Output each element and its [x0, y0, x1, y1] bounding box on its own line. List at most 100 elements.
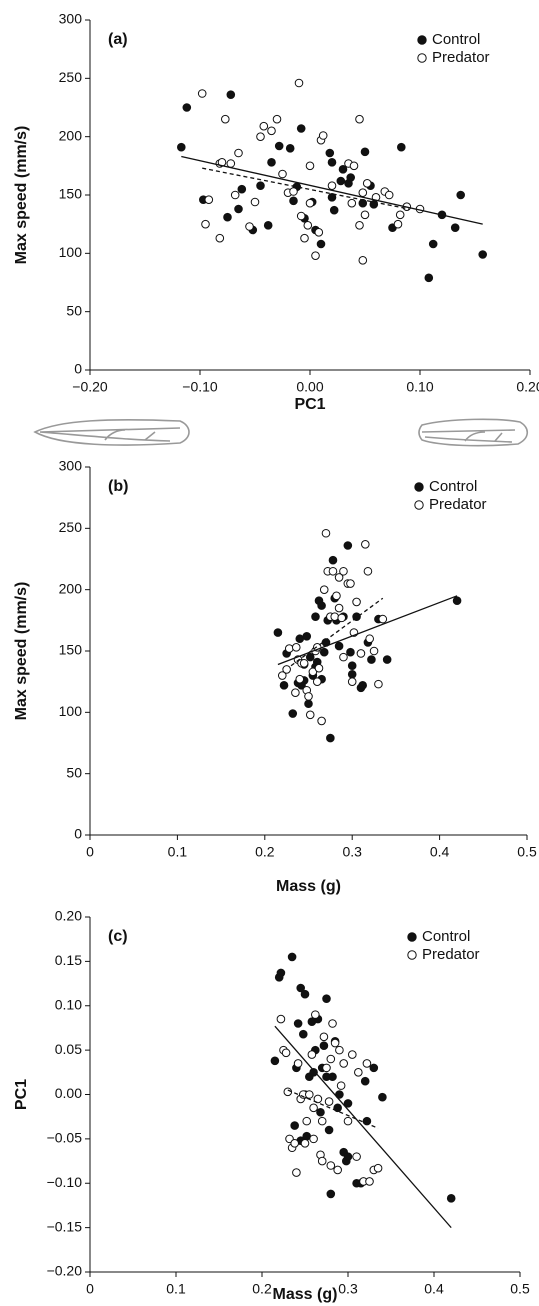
point: [300, 989, 310, 999]
x-tick-label: 0.1: [166, 1281, 186, 1297]
point: [327, 193, 337, 202]
point: [360, 210, 370, 220]
point: [318, 131, 328, 140]
point: [282, 665, 291, 674]
legend-marker: [417, 53, 427, 63]
point: [273, 628, 283, 637]
panel: 0 50 100 150 200 250 300 −0.20 −0.10 0.00 0.10 0.20…: [13, 11, 539, 414]
x-tick-label: 0.5: [510, 1281, 530, 1297]
panel: 0 50 100 150 200 250 300 0 0.1 0.2 0.3 0.4 0.5 Mass (…: [13, 458, 537, 896]
point: [237, 184, 247, 194]
point: [250, 197, 260, 207]
point: [456, 190, 466, 200]
point: [360, 147, 370, 157]
y-tick-label: 0: [74, 361, 82, 377]
point: [304, 692, 313, 701]
point: [300, 233, 309, 243]
point: [270, 1056, 280, 1066]
x-tick-label: −0.20: [72, 379, 108, 395]
point: [319, 647, 329, 657]
y-tick-label: 300: [59, 458, 83, 474]
y-tick-label: −0.10: [47, 1174, 83, 1190]
point: [330, 1038, 340, 1048]
trend-line: [202, 167, 410, 210]
y-tick-label: 0.20: [55, 908, 82, 924]
point: [302, 1116, 312, 1126]
legend-marker: [414, 482, 424, 492]
point: [358, 188, 368, 197]
point: [230, 190, 240, 200]
point: [256, 132, 265, 141]
y-tick-label: 100: [59, 703, 83, 719]
point: [367, 655, 376, 664]
point: [452, 596, 462, 606]
y-tick-label: 200: [59, 580, 83, 596]
point: [346, 579, 355, 588]
x-tick-label: 0.4: [424, 1281, 444, 1297]
point: [365, 1177, 374, 1186]
point: [328, 555, 338, 565]
y-axis-title: Max speed (mm/s): [13, 582, 30, 721]
point: [478, 250, 488, 259]
point: [343, 1152, 353, 1161]
point: [298, 1029, 308, 1039]
point: [319, 585, 329, 594]
point: [338, 165, 348, 174]
point: [347, 670, 357, 679]
point: [278, 169, 287, 179]
point: [329, 205, 339, 215]
point: [314, 228, 324, 237]
point: [293, 1059, 303, 1068]
x-tick-label: 0: [86, 1281, 94, 1297]
point: [347, 198, 357, 208]
point: [309, 1068, 318, 1077]
point: [316, 239, 326, 249]
point: [334, 603, 344, 613]
point: [335, 1090, 344, 1099]
legend-marker: [417, 35, 427, 45]
point: [321, 528, 331, 538]
point: [362, 1059, 372, 1068]
point: [382, 655, 392, 664]
x-tick-label: 0.2: [252, 1281, 272, 1297]
point: [332, 591, 341, 601]
point: [334, 573, 344, 582]
point: [288, 709, 298, 718]
point: [259, 121, 269, 131]
point: [325, 148, 335, 158]
point: [333, 1165, 342, 1175]
panel-label: (a): [108, 31, 128, 48]
x-tick-label: 0.2: [255, 844, 275, 860]
point: [276, 968, 286, 978]
y-tick-label: 50: [66, 764, 82, 780]
point: [373, 1163, 383, 1173]
point: [397, 142, 406, 152]
y-tick-label: −0.15: [47, 1218, 83, 1234]
point: [358, 681, 367, 690]
legend-label: Control: [432, 31, 480, 48]
legend-label: Predator: [429, 496, 487, 513]
point: [272, 114, 282, 124]
x-tick-label: 0.3: [338, 1281, 358, 1297]
point: [307, 1050, 317, 1059]
point: [283, 1087, 293, 1097]
point: [330, 612, 340, 621]
legend-label: Control: [429, 478, 477, 495]
point: [293, 1019, 303, 1028]
point: [424, 273, 434, 283]
legend-label: Predator: [432, 49, 490, 66]
y-tick-label: 300: [59, 11, 83, 27]
point: [313, 1094, 323, 1104]
point: [279, 681, 289, 690]
point: [322, 1063, 331, 1073]
point: [346, 647, 355, 657]
trend-line: [181, 155, 483, 225]
point: [369, 200, 379, 209]
point: [245, 222, 254, 231]
point: [369, 646, 379, 656]
point: [317, 601, 326, 610]
point: [324, 1125, 334, 1135]
point: [358, 256, 368, 265]
legend-marker: [414, 500, 424, 510]
